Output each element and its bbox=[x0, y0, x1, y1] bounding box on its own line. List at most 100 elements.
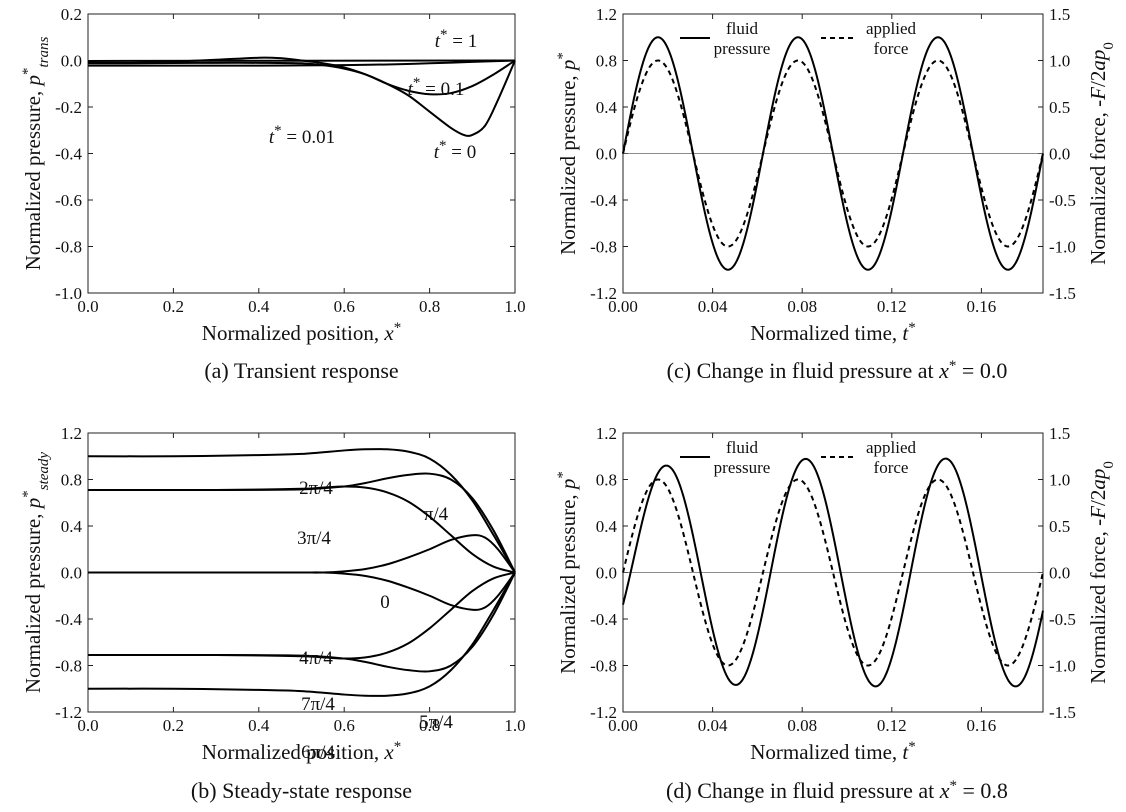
series-line bbox=[87, 485, 516, 574]
series-line bbox=[87, 448, 516, 573]
y-tick-label: 0.0 bbox=[61, 52, 82, 71]
x-axis-label: Normalized position, x* bbox=[202, 320, 401, 345]
panel-caption: (c) Change in fluid pressure at x* = 0.0 bbox=[667, 358, 1008, 383]
y-tick-label: 1.2 bbox=[596, 5, 617, 24]
y2-tick-label: 0.5 bbox=[1049, 98, 1070, 117]
panel-caption: (d) Change in fluid pressure at x* = 0.8 bbox=[666, 778, 1008, 803]
applied-force-line bbox=[622, 478, 1044, 667]
x-tick-label: 0.04 bbox=[698, 716, 728, 735]
curve-label: 7π/4 bbox=[301, 694, 335, 715]
panel-caption: (b) Steady-state response bbox=[191, 778, 412, 803]
y2-tick-label: -1.0 bbox=[1049, 238, 1076, 257]
curve-label: t* = 0.01 bbox=[269, 123, 335, 148]
legend-force-label: force bbox=[874, 39, 909, 58]
x-tick-label: 0.00 bbox=[608, 297, 638, 316]
y-tick-label: -0.6 bbox=[55, 191, 82, 210]
y-tick-label: -1.2 bbox=[590, 703, 617, 722]
x-tick-label: 0.2 bbox=[163, 716, 184, 735]
y-tick-label: -1.2 bbox=[590, 284, 617, 303]
legend-force-label: applied bbox=[866, 19, 917, 38]
y-axis-label: Normalized pressure, p* bbox=[555, 471, 580, 674]
y2-tick-label: 0.0 bbox=[1049, 564, 1070, 583]
x-tick-label: 0.00 bbox=[608, 716, 638, 735]
y2-tick-label: 0.0 bbox=[1049, 145, 1070, 164]
y-tick-label: -0.8 bbox=[590, 238, 617, 257]
y2-axis-label: Normalized force, -F/2ap0 bbox=[1086, 461, 1117, 684]
legend-fluid-label: fluid bbox=[726, 438, 759, 457]
y-axis-label: Normalized pressure, p*trans bbox=[20, 36, 52, 270]
x-tick-label: 1.0 bbox=[504, 716, 525, 735]
y-tick-label: 0.8 bbox=[596, 471, 617, 490]
y2-tick-label: 1.5 bbox=[1049, 5, 1070, 24]
chart-panel-c: 0.00 0.04 0.08 0.12 0.16 -1.2 -0.8 -0.4 0.0 0.4 0.… bbox=[555, 5, 1117, 383]
y2-tick-label: -0.5 bbox=[1049, 191, 1076, 210]
y-tick-label: 0.4 bbox=[596, 98, 618, 117]
chart-panel-d: 0.00 0.04 0.08 0.12 0.16 -1.2 -0.8 -0.4 0.0 0.4 0.… bbox=[555, 424, 1117, 803]
y-tick-label: 0.0 bbox=[596, 145, 617, 164]
curve-label: 6π/4 bbox=[301, 742, 335, 763]
x-tick-label: 0.6 bbox=[334, 297, 355, 316]
x-tick-label: 0.08 bbox=[787, 297, 817, 316]
x-tick-label: 0.4 bbox=[248, 297, 270, 316]
series-line bbox=[87, 59, 516, 96]
x-tick-label: 0.2 bbox=[163, 297, 184, 316]
y2-tick-label: 1.0 bbox=[1049, 471, 1070, 490]
y2-tick-label: -0.5 bbox=[1049, 610, 1076, 629]
series-line bbox=[87, 59, 516, 67]
legend-force-label: applied bbox=[866, 438, 917, 457]
x-axis-label: Normalized time, t* bbox=[750, 739, 916, 764]
x-axis-label: Normalized time, t* bbox=[750, 320, 916, 345]
panel-caption: (a) Transient response bbox=[204, 358, 398, 383]
x-tick-label: 0.16 bbox=[967, 297, 997, 316]
x-tick-label: 1.0 bbox=[504, 297, 525, 316]
y2-tick-label: -1.5 bbox=[1049, 284, 1076, 303]
curve-label: 5π/4 bbox=[419, 712, 453, 733]
y-tick-label: 1.2 bbox=[596, 424, 617, 443]
y-tick-label: 0.0 bbox=[596, 564, 617, 583]
y-tick-label: 0.8 bbox=[596, 52, 617, 71]
curve-label: t* = 0.1 bbox=[408, 75, 465, 100]
series-line bbox=[87, 571, 516, 660]
y-tick-label: -1.0 bbox=[55, 284, 82, 303]
applied-force-line bbox=[622, 59, 1044, 248]
series-line bbox=[88, 571, 516, 611]
curve-label: 0 bbox=[380, 592, 390, 613]
chart-panel-b: 0.0 0.2 0.4 0.6 0.8 1.0 -1.2 -0.8 -0.4 0.0 0.4 0.8 1… bbox=[20, 424, 526, 803]
x-tick-label: 0.16 bbox=[967, 716, 997, 735]
curve-label: 3π/4 bbox=[297, 528, 331, 549]
curve-label: t* = 1 bbox=[435, 27, 478, 52]
y-tick-label: -0.4 bbox=[590, 610, 617, 629]
legend-force-label: force bbox=[874, 458, 909, 477]
legend-fluid-label: pressure bbox=[714, 39, 771, 58]
x-tick-label: 0.08 bbox=[787, 716, 817, 735]
legend-fluid-label: fluid bbox=[726, 19, 759, 38]
y2-tick-label: 0.5 bbox=[1049, 517, 1070, 536]
x-axis-label: Normalized position, x* bbox=[202, 739, 401, 764]
curve-label: 4π/4 bbox=[299, 648, 333, 669]
y-tick-label: 0.4 bbox=[61, 517, 83, 536]
y-tick-label: 0.4 bbox=[596, 517, 618, 536]
y2-tick-label: -1.0 bbox=[1049, 657, 1076, 676]
x-tick-label: 0.4 bbox=[248, 716, 270, 735]
fluid-pressure-line bbox=[622, 457, 1044, 688]
x-tick-label: 0.8 bbox=[419, 297, 440, 316]
y2-tick-label: -1.5 bbox=[1049, 703, 1076, 722]
y-tick-label: -0.8 bbox=[590, 657, 617, 676]
series-line bbox=[87, 572, 516, 697]
y-tick-label: 1.2 bbox=[61, 424, 82, 443]
curve-label: π/4 bbox=[424, 504, 449, 525]
x-tick-label: 0.12 bbox=[877, 716, 907, 735]
y-tick-label: 0.8 bbox=[61, 471, 82, 490]
y2-tick-label: 1.5 bbox=[1049, 424, 1070, 443]
y-tick-label: 0.2 bbox=[61, 5, 82, 24]
x-tick-label: 0.8 bbox=[419, 716, 440, 735]
y-tick-label: -0.8 bbox=[55, 657, 82, 676]
x-tick-label: 0.12 bbox=[877, 297, 907, 316]
chart-panel-a: 0.0 0.2 0.4 0.6 0.8 1.0 -1.0 -0.8 -0.6 -0.4 -0.2 0.… bbox=[20, 5, 526, 383]
y-axis-label: Normalized pressure, p*steady bbox=[20, 452, 52, 694]
y-tick-label: -1.2 bbox=[55, 703, 82, 722]
y-tick-label: 0.0 bbox=[61, 564, 82, 583]
